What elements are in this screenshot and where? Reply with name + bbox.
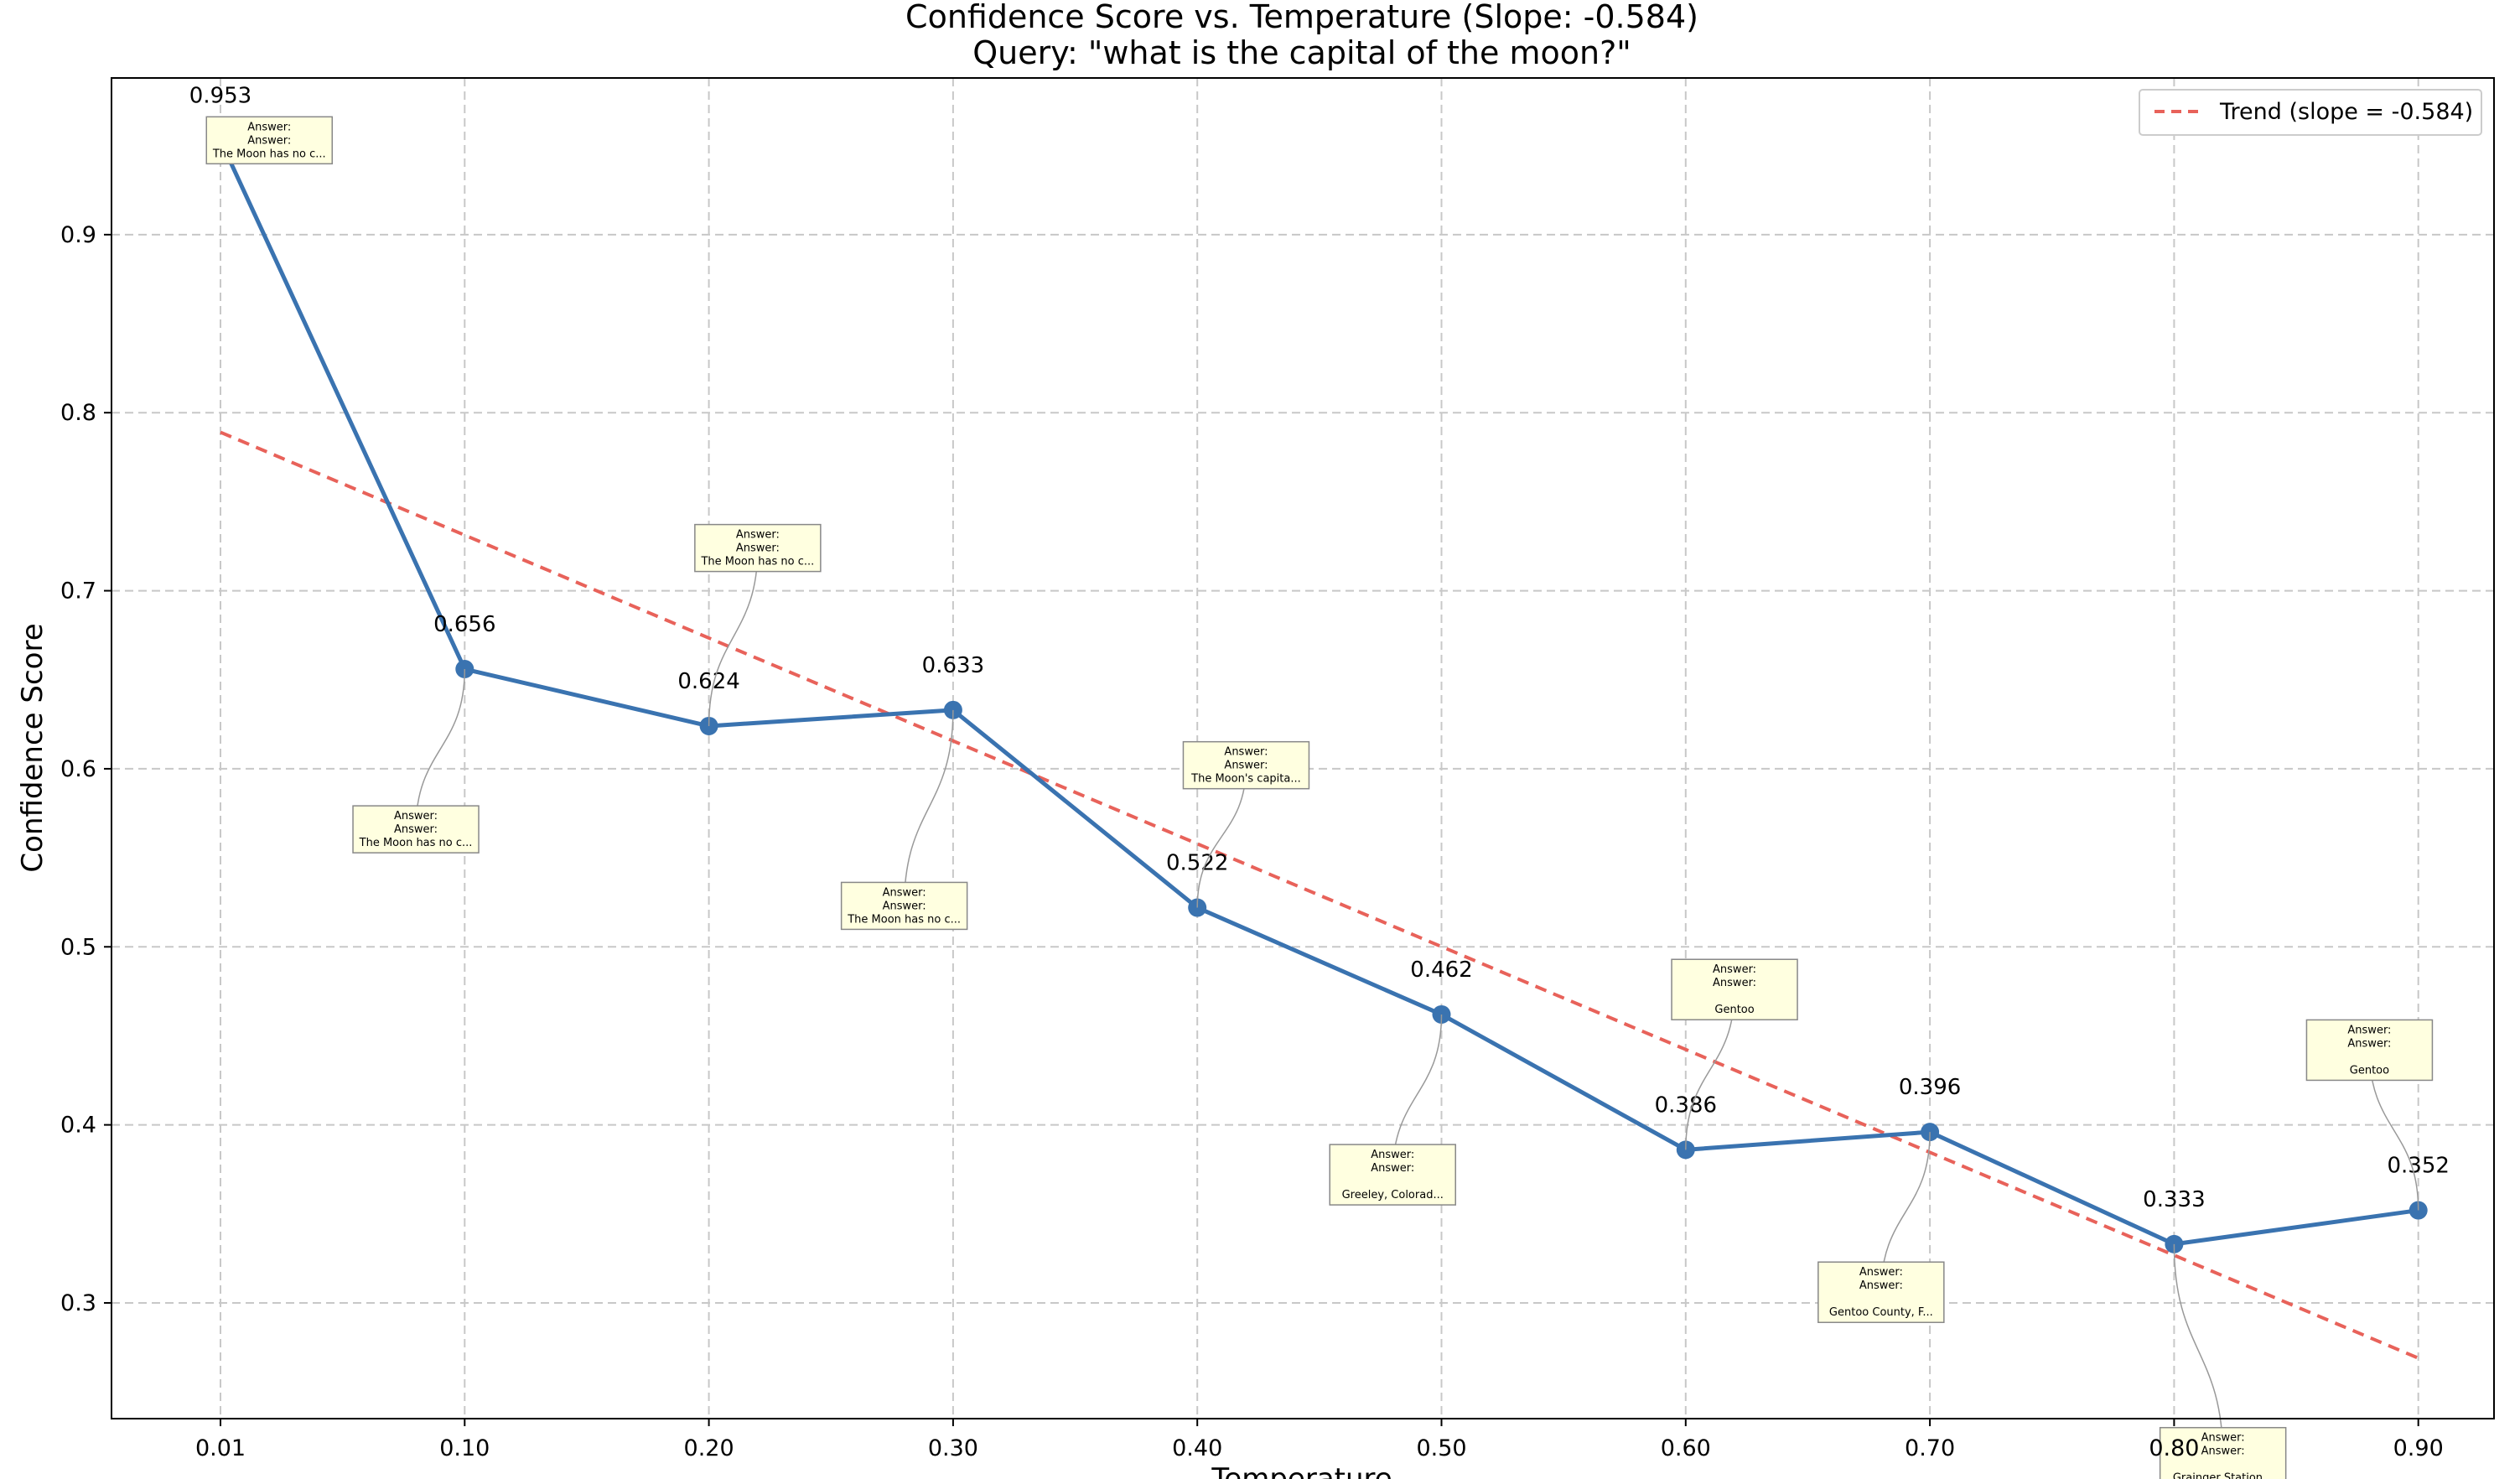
annotation-text: Greeley, Colorad...: [1342, 1189, 1444, 1201]
annotation-box: [205, 116, 334, 165]
y-tick-label: 0.4: [60, 1113, 96, 1139]
x-tick-label: 0.20: [684, 1435, 734, 1461]
data-label: 0.522: [1166, 851, 1228, 876]
chart-title: Confidence Score vs. Temperature (Slope:…: [905, 0, 1698, 35]
axes-layer: 0.01 0.10 0.20 0.30 0.40 0.50 0.60 0.70 0.80 0.90…: [60, 222, 2444, 1461]
annotation-text: Answer:: [247, 121, 291, 133]
x-tick-label: 0.30: [928, 1435, 978, 1461]
annotation-text: Grainger Station...: [2173, 1472, 2274, 1479]
data-label: 0.633: [922, 653, 984, 678]
annotation-text: Gentoo: [1714, 1004, 1754, 1016]
series-layer: 0.953 0.656 0.624 0.633 0.522 0.462 0.386 0.396…: [189, 83, 2450, 1253]
annotation-box: [352, 805, 480, 854]
annotation-text: Answer:: [1224, 760, 1268, 772]
x-tick-label: 0.10: [439, 1435, 490, 1461]
annotation-text: Answer:: [2201, 1445, 2245, 1458]
y-tick-label: 0.7: [60, 579, 96, 605]
x-tick-label: 0.90: [2393, 1435, 2444, 1461]
annotation-text: Answer:: [394, 810, 438, 823]
x-tick-label: 0.50: [1416, 1435, 1466, 1461]
annotation-text: Answer:: [883, 886, 926, 899]
legend-trend-label: Trend (slope = -0.584): [2219, 99, 2473, 125]
annotation-box: [1817, 1261, 1945, 1323]
y-tick-label: 0.3: [60, 1290, 96, 1316]
data-label: 0.333: [2143, 1187, 2205, 1212]
x-tick-label: 0.01: [195, 1435, 246, 1461]
data-label: 0.396: [1899, 1075, 1961, 1100]
annotation-text: Gentoo: [2350, 1064, 2389, 1077]
legend: Trend (slope = -0.584): [2139, 89, 2482, 136]
annotation-text: Answer:: [883, 900, 926, 912]
data-label: 0.656: [433, 612, 495, 637]
x-tick-label: 0.60: [1661, 1435, 1711, 1461]
annotation-box: [694, 523, 822, 573]
annotation-box: [840, 881, 968, 931]
annotation-text: The Moon's capita...: [1190, 773, 1301, 786]
y-tick-label: 0.9: [60, 222, 96, 248]
annotation-text: The Moon has no c...: [359, 837, 473, 849]
annotation-leader: [903, 709, 954, 906]
series-line: [218, 139, 2419, 1247]
annotation-text: Answer:: [1371, 1162, 1414, 1175]
annotation-box: [2305, 1019, 2434, 1082]
annotation-box: [1182, 740, 1310, 790]
annotation-text: Answer:: [2347, 1024, 2391, 1036]
annotation-leader: [708, 547, 759, 726]
annotation-text: The Moon has no c...: [212, 148, 326, 160]
annotation-text: Answer:: [1371, 1149, 1414, 1161]
data-label: 0.953: [189, 83, 251, 108]
annotation-text: Gentoo County, F...: [1829, 1306, 1933, 1319]
plot-frame: [111, 77, 2495, 1419]
annotation-text: Answer:: [2347, 1037, 2391, 1050]
annotation-text: Answer:: [736, 542, 780, 555]
trend-line: [220, 430, 2419, 1360]
annotation-text: Answer:: [2201, 1432, 2245, 1445]
annotation-text: The Moon has no c...: [847, 913, 961, 926]
x-tick-label: 0.40: [1172, 1435, 1222, 1461]
y-tick-label: 0.8: [60, 400, 96, 426]
y-tick-label: 0.5: [60, 934, 96, 960]
annotation-text: Answer:: [1713, 977, 1756, 989]
y-tick-label: 0.6: [60, 756, 96, 782]
annotation-text: Answer:: [1713, 963, 1756, 976]
legend-box: [2139, 89, 2482, 136]
annotation-leader: [415, 669, 466, 830]
grid: [111, 78, 2494, 1419]
annotation-box: [1671, 958, 1798, 1020]
annotation-layer: Answer:Answer:The Moon has no c...Answer…: [205, 116, 2434, 1479]
annotation-text: Answer:: [736, 529, 780, 542]
chart-subtitle: Query: "what is the capital of the moon?…: [972, 34, 1631, 71]
data-label: 0.462: [1410, 957, 1472, 983]
x-tick-label: 0.70: [1905, 1435, 1955, 1461]
annotation-box: [2159, 1426, 2287, 1479]
annotation-text: Answer:: [1859, 1266, 1903, 1279]
trend-layer: [220, 430, 2419, 1360]
data-label: 0.352: [2387, 1154, 2449, 1179]
x-tick-label: 0.80: [2149, 1435, 2199, 1461]
annotation-text: The Moon has no c...: [700, 556, 814, 568]
y-axis-label: Confidence Score: [16, 623, 49, 872]
x-axis-label: Temperature: [1211, 1462, 1392, 1479]
annotation-text: Answer:: [394, 823, 438, 836]
annotation-box: [1329, 1144, 1456, 1206]
data-label: 0.386: [1655, 1092, 1717, 1118]
annotation-text: Answer:: [1859, 1279, 1903, 1292]
annotation-text: Answer:: [247, 134, 291, 147]
annotation-text: Answer:: [1224, 746, 1268, 759]
data-label: 0.624: [677, 669, 739, 694]
annotation-leader: [2173, 1243, 2224, 1458]
